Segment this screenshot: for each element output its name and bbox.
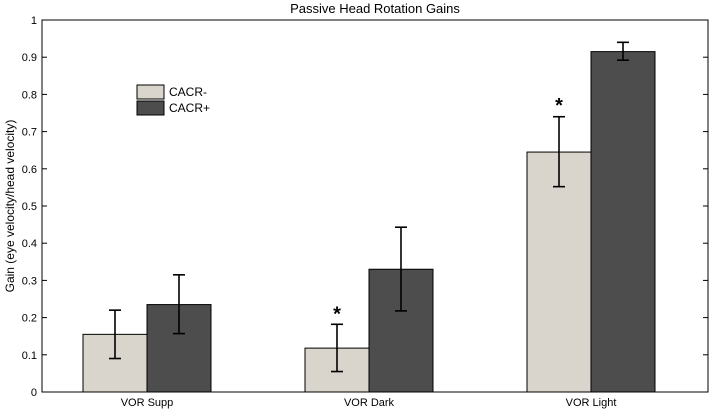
y-tick-label: 0.6 xyxy=(22,164,37,176)
y-tick-label: 0.7 xyxy=(22,127,37,139)
y-tick-label: 1 xyxy=(31,15,37,27)
y-tick-label: 0 xyxy=(31,387,37,399)
bar xyxy=(526,151,592,393)
legend-swatch xyxy=(136,100,165,116)
x-tick-label: VOR Dark xyxy=(344,397,395,409)
x-tick-label: VOR Light xyxy=(566,397,617,409)
y-tick-label: 0.9 xyxy=(22,52,37,64)
bar xyxy=(590,51,656,393)
y-tick-label: 0.4 xyxy=(22,238,37,250)
x-tick-label: VOR Supp xyxy=(121,397,174,409)
significance-marker: * xyxy=(333,303,341,325)
legend-label: CACR+ xyxy=(169,101,210,115)
significance-marker: * xyxy=(555,95,563,117)
legend-swatch xyxy=(136,84,165,100)
y-tick-label: 0.5 xyxy=(22,201,37,213)
y-tick-label: 0.3 xyxy=(22,275,37,287)
legend-label: CACR- xyxy=(169,85,207,99)
y-axis-label: Gain (eye velocity/head velocity) xyxy=(3,120,17,293)
plot-area: 0 0.1 0.2 0.3 0.4 0.5 0.6 0.7 0.8 0.9 1 VOR Supp VOR… xyxy=(22,15,709,409)
y-tick-label: 0.1 xyxy=(22,350,37,362)
legend: CACR- CACR+ xyxy=(136,84,210,116)
y-tick-label: 0.2 xyxy=(22,313,37,325)
y-tick-label: 0.8 xyxy=(22,89,37,101)
chart-title: Passive Head Rotation Gains xyxy=(290,1,460,16)
